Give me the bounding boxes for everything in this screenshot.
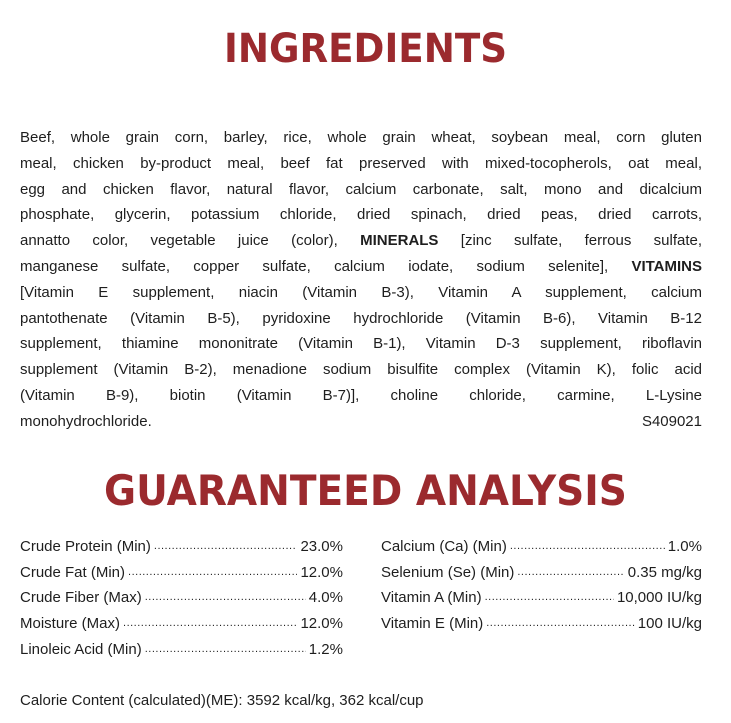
ingredients-line: (Vitamin B-9), biotin (Vitamin B-7)], ch…: [20, 383, 702, 409]
guaranteed-analysis-heading: GUARANTEED ANALYSIS: [104, 466, 627, 515]
ingredients-heading: INGREDIENTS: [223, 26, 507, 72]
ingredients-text: phosphate, glycerin, potassium chloride,…: [20, 206, 702, 224]
dot-leader: [145, 585, 306, 611]
nutrient-value: 10,000 IU/kg: [616, 589, 702, 607]
analysis-row: Crude Fat (Min) 12.0%: [20, 560, 343, 586]
nutrient-value: 12.0%: [300, 563, 343, 581]
ingredients-line: meal, chicken by-product meal, beef fat …: [20, 151, 702, 177]
ingredients-text: annatto color, vegetable juice (color),: [20, 232, 361, 250]
nutrient-label: Vitamin A (Min): [381, 589, 482, 607]
ingredients-text: supplement, thiamine mononitrate (Vitami…: [20, 335, 702, 353]
analysis-row: Crude Protein (Min) 23.0%: [20, 534, 343, 560]
product-code: S409021: [641, 412, 702, 430]
nutrient-label: Linoleic Acid (Min): [20, 640, 142, 658]
ingredients-line: annatto color, vegetable juice (color), …: [20, 228, 702, 254]
nutrient-label: Moisture (Max): [20, 615, 121, 633]
ingredients-text: supplement (Vitamin B-2), menadione sodi…: [20, 361, 702, 379]
analysis-left-column: Crude Protein (Min) 23.0% Crude Fat (Min) 1…: [20, 534, 343, 662]
nutrient-value: 100 IU/kg: [637, 615, 702, 633]
dot-leader: [123, 611, 297, 637]
ingredients-text: pantothenate (Vitamin B-5), pyridoxine h…: [20, 309, 702, 327]
nutrient-label: Calcium (Ca) (Min): [381, 538, 507, 555]
nutrient-label: Crude Fiber (Max): [20, 589, 142, 607]
ingredients-final-text: monohydrochloride.: [20, 412, 152, 430]
nutrient-value: 23.0%: [300, 538, 343, 555]
dot-leader: [128, 560, 297, 586]
ingredients-line: supplement (Vitamin B-2), menadione sodi…: [20, 357, 702, 383]
bold-category-label: VITAMINS: [631, 257, 702, 275]
ingredients-last-line: monohydrochloride. S409021: [20, 409, 702, 435]
analysis-row: Calcium (Ca) (Min) 1.0%: [381, 534, 702, 560]
nutrient-value: 12.0%: [300, 615, 343, 633]
analysis-row: Selenium (Se) (Min) 0.35 mg/kg: [381, 560, 702, 586]
nutrient-label: Vitamin E (Min): [381, 615, 484, 633]
ingredients-line: phosphate, glycerin, potassium chloride,…: [20, 202, 702, 228]
ingredients-text: [zinc sulfate, ferrous sulfate,: [438, 232, 703, 250]
dot-leader: [486, 611, 635, 637]
analysis-right-column: Calcium (Ca) (Min) 1.0% Selenium (Se) (Min…: [381, 534, 702, 637]
nutrient-value: 1.2%: [308, 640, 343, 658]
ingredients-text: (Vitamin B-9), biotin (Vitamin B-7)], ch…: [20, 386, 702, 404]
nutrient-label: Crude Fat (Min): [20, 563, 126, 581]
analysis-row: Vitamin A (Min) 10,000 IU/kg: [381, 585, 702, 611]
bold-category-label: MINERALS: [360, 232, 439, 250]
analysis-row: Linoleic Acid (Min) 1.2%: [20, 637, 343, 663]
ingredients-line: supplement, thiamine mononitrate (Vitami…: [20, 331, 702, 357]
nutrient-value: 4.0%: [308, 589, 343, 607]
ingredients-line: egg and chicken flavor, natural flavor, …: [20, 177, 702, 203]
ingredients-line: manganese sulfate, copper sulfate, calci…: [20, 254, 702, 280]
ingredients-text: [Vitamin E supplement, niacin (Vitamin B…: [20, 283, 702, 301]
dot-leader: [510, 534, 665, 560]
ingredients-text: egg and chicken flavor, natural flavor, …: [20, 180, 702, 198]
dot-leader: [517, 560, 624, 586]
analysis-row: Moisture (Max) 12.0%: [20, 611, 343, 637]
dot-leader: [145, 637, 306, 663]
ingredients-line: [Vitamin E supplement, niacin (Vitamin B…: [20, 280, 702, 306]
ingredients-text: Beef, whole grain corn, barley, rice, wh…: [20, 129, 702, 146]
dot-leader: [154, 534, 298, 560]
nutrient-value: 1.0%: [667, 538, 702, 555]
analysis-row: Crude Fiber (Max) 4.0%: [20, 585, 343, 611]
ingredients-text: meal, chicken by-product meal, beef fat …: [20, 154, 702, 172]
nutrient-label: Selenium (Se) (Min): [381, 563, 515, 581]
ingredients-line: Beef, whole grain corn, barley, rice, wh…: [20, 125, 702, 151]
calorie-content: Calorie Content (calculated)(ME): 3592 k…: [20, 692, 424, 709]
ingredients-line: pantothenate (Vitamin B-5), pyridoxine h…: [20, 306, 702, 332]
ingredients-text: manganese sulfate, copper sulfate, calci…: [20, 257, 632, 275]
analysis-row: Vitamin E (Min) 100 IU/kg: [381, 611, 702, 637]
nutrient-value: 0.35 mg/kg: [627, 563, 702, 581]
ingredients-list: Beef, whole grain corn, barley, rice, wh…: [20, 125, 702, 435]
nutrient-label: Crude Protein (Min): [20, 538, 151, 555]
dot-leader: [485, 585, 614, 611]
